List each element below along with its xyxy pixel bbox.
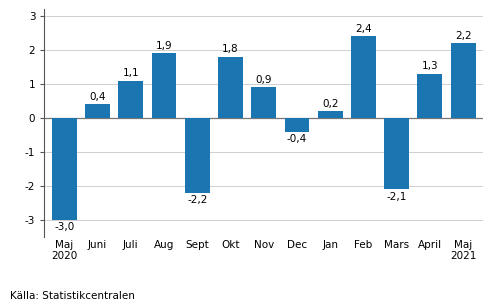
Text: 2,4: 2,4 [355, 24, 372, 34]
Text: -0,4: -0,4 [287, 134, 307, 144]
Bar [418, 74, 442, 118]
Bar [52, 118, 77, 220]
Bar [284, 118, 310, 132]
Bar [318, 111, 343, 118]
Text: 1,1: 1,1 [122, 68, 139, 78]
Text: -2,2: -2,2 [187, 195, 208, 205]
Text: -3,0: -3,0 [54, 223, 74, 233]
Text: Källa: Statistikcentralen: Källa: Statistikcentralen [10, 291, 135, 301]
Bar [451, 43, 476, 118]
Text: 2,2: 2,2 [455, 31, 471, 41]
Text: 1,8: 1,8 [222, 44, 239, 54]
Text: 1,9: 1,9 [156, 41, 173, 51]
Bar [384, 118, 409, 189]
Text: -2,1: -2,1 [387, 192, 407, 202]
Bar [151, 54, 176, 118]
Text: 0,4: 0,4 [89, 92, 106, 102]
Bar [351, 36, 376, 118]
Text: 0,2: 0,2 [322, 99, 339, 109]
Bar [185, 118, 210, 193]
Bar [251, 87, 276, 118]
Bar [118, 81, 143, 118]
Text: 1,3: 1,3 [422, 61, 438, 71]
Text: 0,9: 0,9 [255, 75, 272, 85]
Bar [218, 57, 243, 118]
Bar [85, 104, 110, 118]
